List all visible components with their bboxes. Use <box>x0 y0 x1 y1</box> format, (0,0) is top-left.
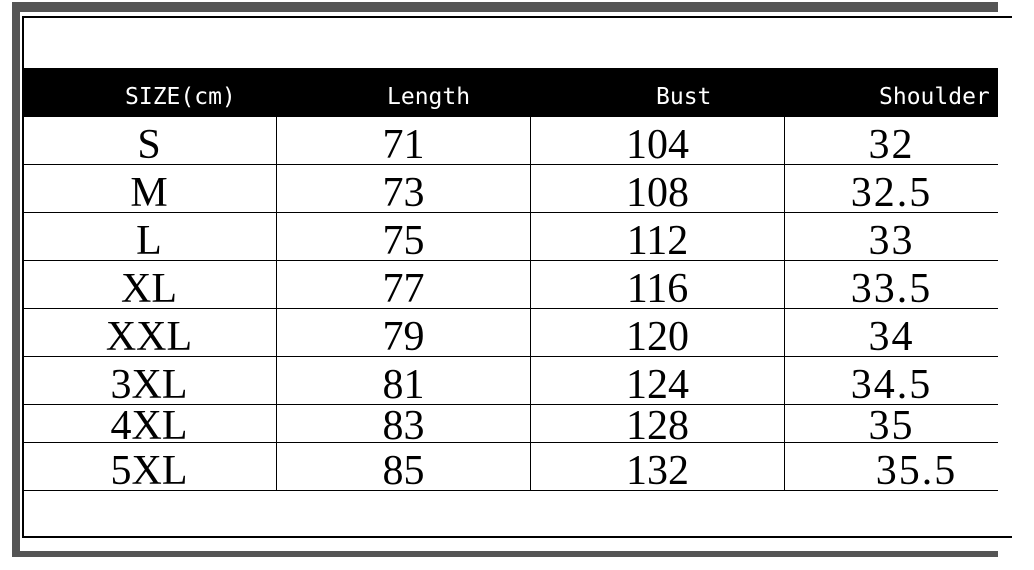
cell-size: 5XL <box>22 443 277 490</box>
cell-size: M <box>22 165 277 212</box>
cell-length: 83 <box>277 405 531 442</box>
header-length: Length <box>387 84 471 110</box>
frame-left <box>12 2 20 556</box>
cell-length: 71 <box>277 117 531 164</box>
header-size: SIZE(cm) <box>125 84 236 110</box>
cell-size: XL <box>22 261 277 308</box>
cell-shoulder: 34 <box>868 314 915 356</box>
table-row: M 73 108 32.5 <box>22 165 998 213</box>
cell-length: 85 <box>277 443 531 490</box>
cell-shoulder: 32.5 <box>850 170 933 212</box>
table-row: XXL 79 120 34 <box>22 309 998 357</box>
cell-bust: 108 <box>531 165 785 212</box>
size-chart-border <box>22 16 1012 538</box>
cell-bust: 112 <box>531 213 785 260</box>
cell-bust: 124 <box>531 357 785 404</box>
table-row: XL 77 116 33.5 <box>22 261 998 309</box>
cell-shoulder: 34.5 <box>850 362 933 404</box>
cell-shoulder: 33.5 <box>850 266 933 308</box>
cell-size: S <box>22 117 277 164</box>
cell-bust: 128 <box>531 405 785 442</box>
cell-shoulder: 32 <box>868 122 915 164</box>
cell-size: XXL <box>22 309 277 356</box>
header-bust: Bust <box>656 84 712 110</box>
cell-size: 4XL <box>22 405 277 442</box>
cell-bust: 104 <box>531 117 785 164</box>
cell-length: 77 <box>277 261 531 308</box>
frame-bottom <box>12 551 998 557</box>
cell-shoulder: 33 <box>868 218 915 260</box>
cell-size: 3XL <box>22 357 277 404</box>
cell-length: 79 <box>277 309 531 356</box>
cell-shoulder: 35 <box>868 405 915 442</box>
cell-bust: 116 <box>531 261 785 308</box>
frame-top <box>12 2 998 12</box>
cell-bust: 132 <box>531 443 785 490</box>
table-row: 3XL 81 124 34.5 <box>22 357 998 405</box>
cell-length: 75 <box>277 213 531 260</box>
cell-shoulder: 35.5 <box>875 448 958 490</box>
table-row: 4XL 83 128 35 <box>22 405 998 443</box>
table-row: S 71 104 32 <box>22 117 998 165</box>
table-row: 5XL 85 132 35.5 <box>22 443 998 491</box>
header-shoulder: Shoulder <box>879 84 990 110</box>
cell-bust: 120 <box>531 309 785 356</box>
cell-length: 73 <box>277 165 531 212</box>
table-row: L 75 112 33 <box>22 213 998 261</box>
table-header: SIZE(cm) Length Bust Shoulder <box>22 68 998 117</box>
cell-size: L <box>22 213 277 260</box>
cell-length: 81 <box>277 357 531 404</box>
